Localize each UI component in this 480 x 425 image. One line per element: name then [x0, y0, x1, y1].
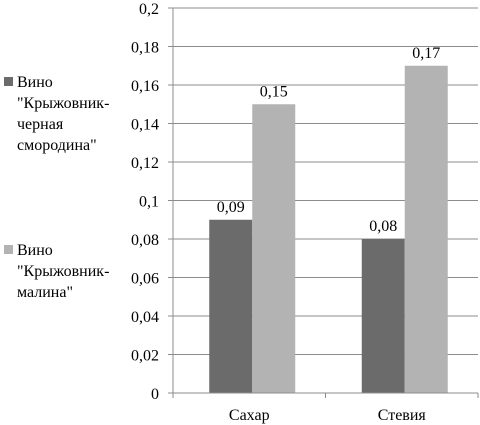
y-tick-label: 0,14 [131, 117, 159, 134]
bar [361, 239, 405, 393]
bar [209, 219, 253, 393]
y-tick-label: 0,2 [139, 1, 159, 18]
y-tick-label: 0,16 [131, 78, 159, 95]
y-tick-label: 0 [151, 386, 159, 403]
x-tick-label: Сахар [229, 407, 270, 424]
data-label: 0,09 [217, 199, 245, 216]
y-tick-label: 0,1 [139, 194, 159, 211]
y-tick-label: 0,08 [131, 232, 159, 249]
x-tick-label: Стевия [378, 407, 427, 424]
data-label: 0,17 [412, 45, 440, 62]
data-label: 0,08 [369, 218, 397, 235]
data-label: 0,15 [260, 83, 288, 100]
bar [404, 65, 448, 393]
bar [252, 104, 296, 393]
y-tick-label: 0,18 [131, 40, 159, 57]
y-tick-label: 0,12 [131, 155, 159, 172]
y-tick-label: 0,02 [131, 348, 159, 365]
y-tick-label: 0,06 [131, 271, 159, 288]
y-tick-label: 0,04 [131, 309, 159, 326]
